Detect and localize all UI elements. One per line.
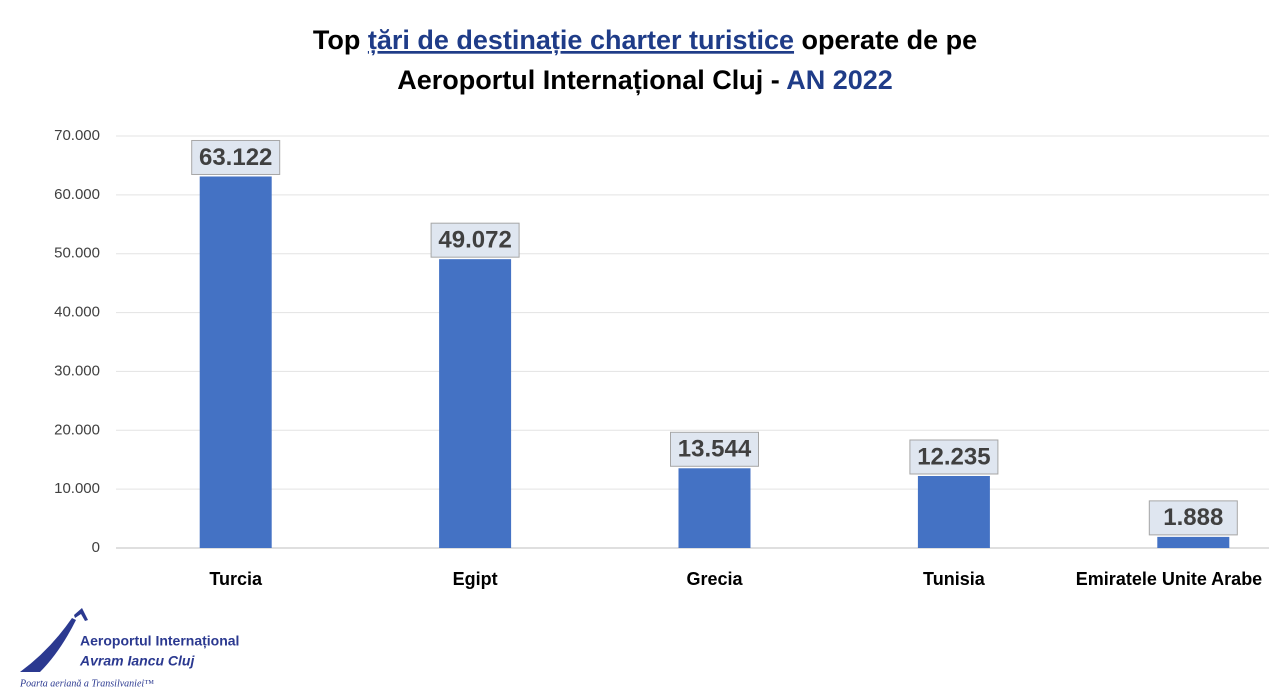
logo-swoosh [20, 618, 76, 672]
logo-plane [74, 608, 88, 621]
value-label: 1.888 [1163, 504, 1223, 531]
value-label-box [430, 222, 520, 258]
value-label: 63.122 [199, 144, 272, 171]
value-label-box [1148, 500, 1238, 536]
bar [439, 259, 512, 548]
x-tick-label: Tunisia [923, 569, 986, 589]
y-tick-label: 10.000 [54, 480, 100, 497]
bar [917, 475, 990, 548]
x-tick-label: Egipt [453, 569, 498, 589]
title-part: Top [313, 25, 360, 55]
x-tick-label: Turcia [209, 569, 263, 589]
y-tick-label: 0 [92, 539, 100, 556]
x-tick-label: Emiratele Unite Arabe [1076, 569, 1262, 589]
value-label-box [191, 139, 281, 175]
logo-text: Aeroportul Internațional [80, 633, 239, 649]
y-tick-label: 70.000 [54, 127, 100, 144]
chart-title-line-1: Top țări de destinație charter turistice… [313, 25, 977, 55]
bar [199, 176, 272, 549]
title-part: operate de pe [802, 25, 978, 55]
bar [678, 468, 751, 548]
y-tick-label: 20.000 [54, 421, 100, 438]
value-label: 12.235 [917, 443, 990, 470]
value-label: 49.072 [438, 227, 511, 254]
y-tick-label: 50.000 [54, 245, 100, 262]
title-part: AN 2022 [786, 65, 893, 95]
value-label-box [670, 431, 759, 467]
title-part: țări de destinație charter turistice [368, 25, 794, 55]
y-tick-label: 30.000 [54, 362, 100, 379]
y-tick-label: 60.000 [54, 186, 100, 203]
x-tick-label: Grecia [686, 569, 743, 589]
bar [1157, 536, 1230, 548]
logo: Aeroportul Internațional Avram Iancu Clu… [19, 608, 239, 689]
chart-title-line-2: Aeroportul Internațional Cluj - AN 2022 [397, 65, 893, 95]
title-part: Aeroportul Internațional Cluj - [397, 65, 780, 95]
logo-text: Avram Iancu Cluj [79, 653, 195, 669]
y-tick-label: 40.000 [54, 304, 100, 321]
value-label: 13.544 [678, 436, 752, 463]
value-label-box [909, 439, 999, 475]
logo-tagline: Poarta aeriană a Transilvaniei™ [19, 678, 154, 689]
